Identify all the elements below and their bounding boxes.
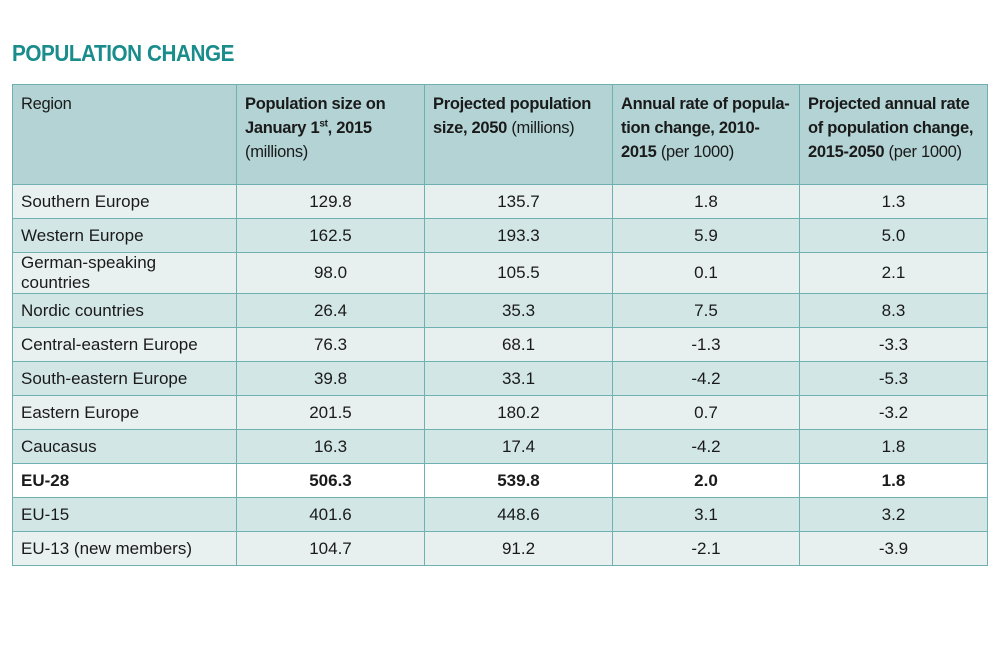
- cell-rate-2010-2015: -4.2: [612, 429, 800, 464]
- cell-region: South-eastern Europe: [12, 361, 237, 396]
- header-population-2015: Population size on January 1st, 2015 (mi…: [236, 84, 425, 185]
- table-row: South-eastern Europe 39.8 33.1 -4.2 -5.3: [12, 361, 988, 396]
- cell-region: EU-28: [12, 463, 237, 498]
- cell-pop2015: 98.0: [236, 252, 425, 294]
- cell-rate-2015-2050: 3.2: [799, 497, 988, 532]
- cell-pop2050: 539.8: [424, 463, 613, 498]
- table-header: Region Population size on January 1st, 2…: [12, 84, 988, 185]
- cell-pop2050: 448.6: [424, 497, 613, 532]
- cell-rate-2015-2050: -3.9: [799, 531, 988, 566]
- cell-rate-2015-2050: -3.2: [799, 395, 988, 430]
- cell-rate-2010-2015: 0.7: [612, 395, 800, 430]
- table-row: German-speaking countries 98.0 105.5 0.1 2.1: [12, 252, 988, 294]
- table-row: Nordic countries 26.4 35.3 7.5 8.3: [12, 293, 988, 328]
- cell-pop2050: 35.3: [424, 293, 613, 328]
- cell-region: Western Europe: [12, 218, 237, 253]
- cell-pop2050: 68.1: [424, 327, 613, 362]
- cell-region: EU-15: [12, 497, 237, 532]
- cell-rate-2015-2050: 1.8: [799, 463, 988, 498]
- cell-pop2050: 180.2: [424, 395, 613, 430]
- cell-region: Nordic countries: [12, 293, 237, 328]
- cell-rate-2010-2015: -2.1: [612, 531, 800, 566]
- cell-region: Caucasus: [12, 429, 237, 464]
- cell-rate-2015-2050: -5.3: [799, 361, 988, 396]
- cell-pop2015: 201.5: [236, 395, 425, 430]
- cell-pop2015: 401.6: [236, 497, 425, 532]
- cell-pop2015: 39.8: [236, 361, 425, 396]
- table-row: Eastern Europe 201.5 180.2 0.7 -3.2: [12, 395, 988, 430]
- cell-rate-2015-2050: -3.3: [799, 327, 988, 362]
- header-region: Region: [12, 84, 237, 185]
- cell-region: Central-eastern Europe: [12, 327, 237, 362]
- cell-rate-2015-2050: 5.0: [799, 218, 988, 253]
- cell-rate-2015-2050: 1.8: [799, 429, 988, 464]
- cell-region: Eastern Europe: [12, 395, 237, 430]
- cell-pop2050: 193.3: [424, 218, 613, 253]
- page-title: POPULATION CHANGE: [12, 40, 234, 66]
- cell-rate-2010-2015: 0.1: [612, 252, 800, 294]
- cell-rate-2015-2050: 2.1: [799, 252, 988, 294]
- cell-region: German-speaking countries: [12, 252, 237, 294]
- cell-pop2015: 26.4: [236, 293, 425, 328]
- cell-rate-2010-2015: -1.3: [612, 327, 800, 362]
- table-row: EU-28 506.3 539.8 2.0 1.8: [12, 463, 988, 498]
- population-table: Region Population size on January 1st, 2…: [12, 84, 988, 566]
- cell-rate-2010-2015: 3.1: [612, 497, 800, 532]
- cell-rate-2010-2015: 1.8: [612, 184, 800, 219]
- cell-pop2050: 17.4: [424, 429, 613, 464]
- table-row: EU-13 (new members) 104.7 91.2 -2.1 -3.9: [12, 531, 988, 566]
- cell-rate-2015-2050: 1.3: [799, 184, 988, 219]
- cell-pop2015: 129.8: [236, 184, 425, 219]
- cell-pop2015: 76.3: [236, 327, 425, 362]
- cell-pop2050: 135.7: [424, 184, 613, 219]
- table-row: EU-15 401.6 448.6 3.1 3.2: [12, 497, 988, 532]
- cell-pop2050: 105.5: [424, 252, 613, 294]
- cell-rate-2010-2015: 7.5: [612, 293, 800, 328]
- cell-region: EU-13 (new members): [12, 531, 237, 566]
- table-row: Central-eastern Europe 76.3 68.1 -1.3 -3.3: [12, 327, 988, 362]
- table-row: Western Europe 162.5 193.3 5.9 5.0: [12, 218, 988, 253]
- header-rate-2010-2015: Annual rate of popula-tion change, 2010-…: [612, 84, 800, 185]
- cell-rate-2010-2015: 5.9: [612, 218, 800, 253]
- cell-pop2050: 33.1: [424, 361, 613, 396]
- cell-rate-2010-2015: -4.2: [612, 361, 800, 396]
- cell-pop2015: 16.3: [236, 429, 425, 464]
- table-body: Southern Europe 129.8 135.7 1.8 1.3 Western E…: [12, 184, 988, 566]
- header-population-2050: Projected population size, 2050 (million…: [424, 84, 613, 185]
- table-row: Southern Europe 129.8 135.7 1.8 1.3: [12, 184, 988, 219]
- cell-rate-2010-2015: 2.0: [612, 463, 800, 498]
- cell-pop2015: 104.7: [236, 531, 425, 566]
- table-row: Caucasus 16.3 17.4 -4.2 1.8: [12, 429, 988, 464]
- cell-pop2050: 91.2: [424, 531, 613, 566]
- cell-rate-2015-2050: 8.3: [799, 293, 988, 328]
- cell-pop2015: 506.3: [236, 463, 425, 498]
- header-rate-2015-2050: Projected annual rate of population chan…: [799, 84, 988, 185]
- cell-pop2015: 162.5: [236, 218, 425, 253]
- cell-region: Southern Europe: [12, 184, 237, 219]
